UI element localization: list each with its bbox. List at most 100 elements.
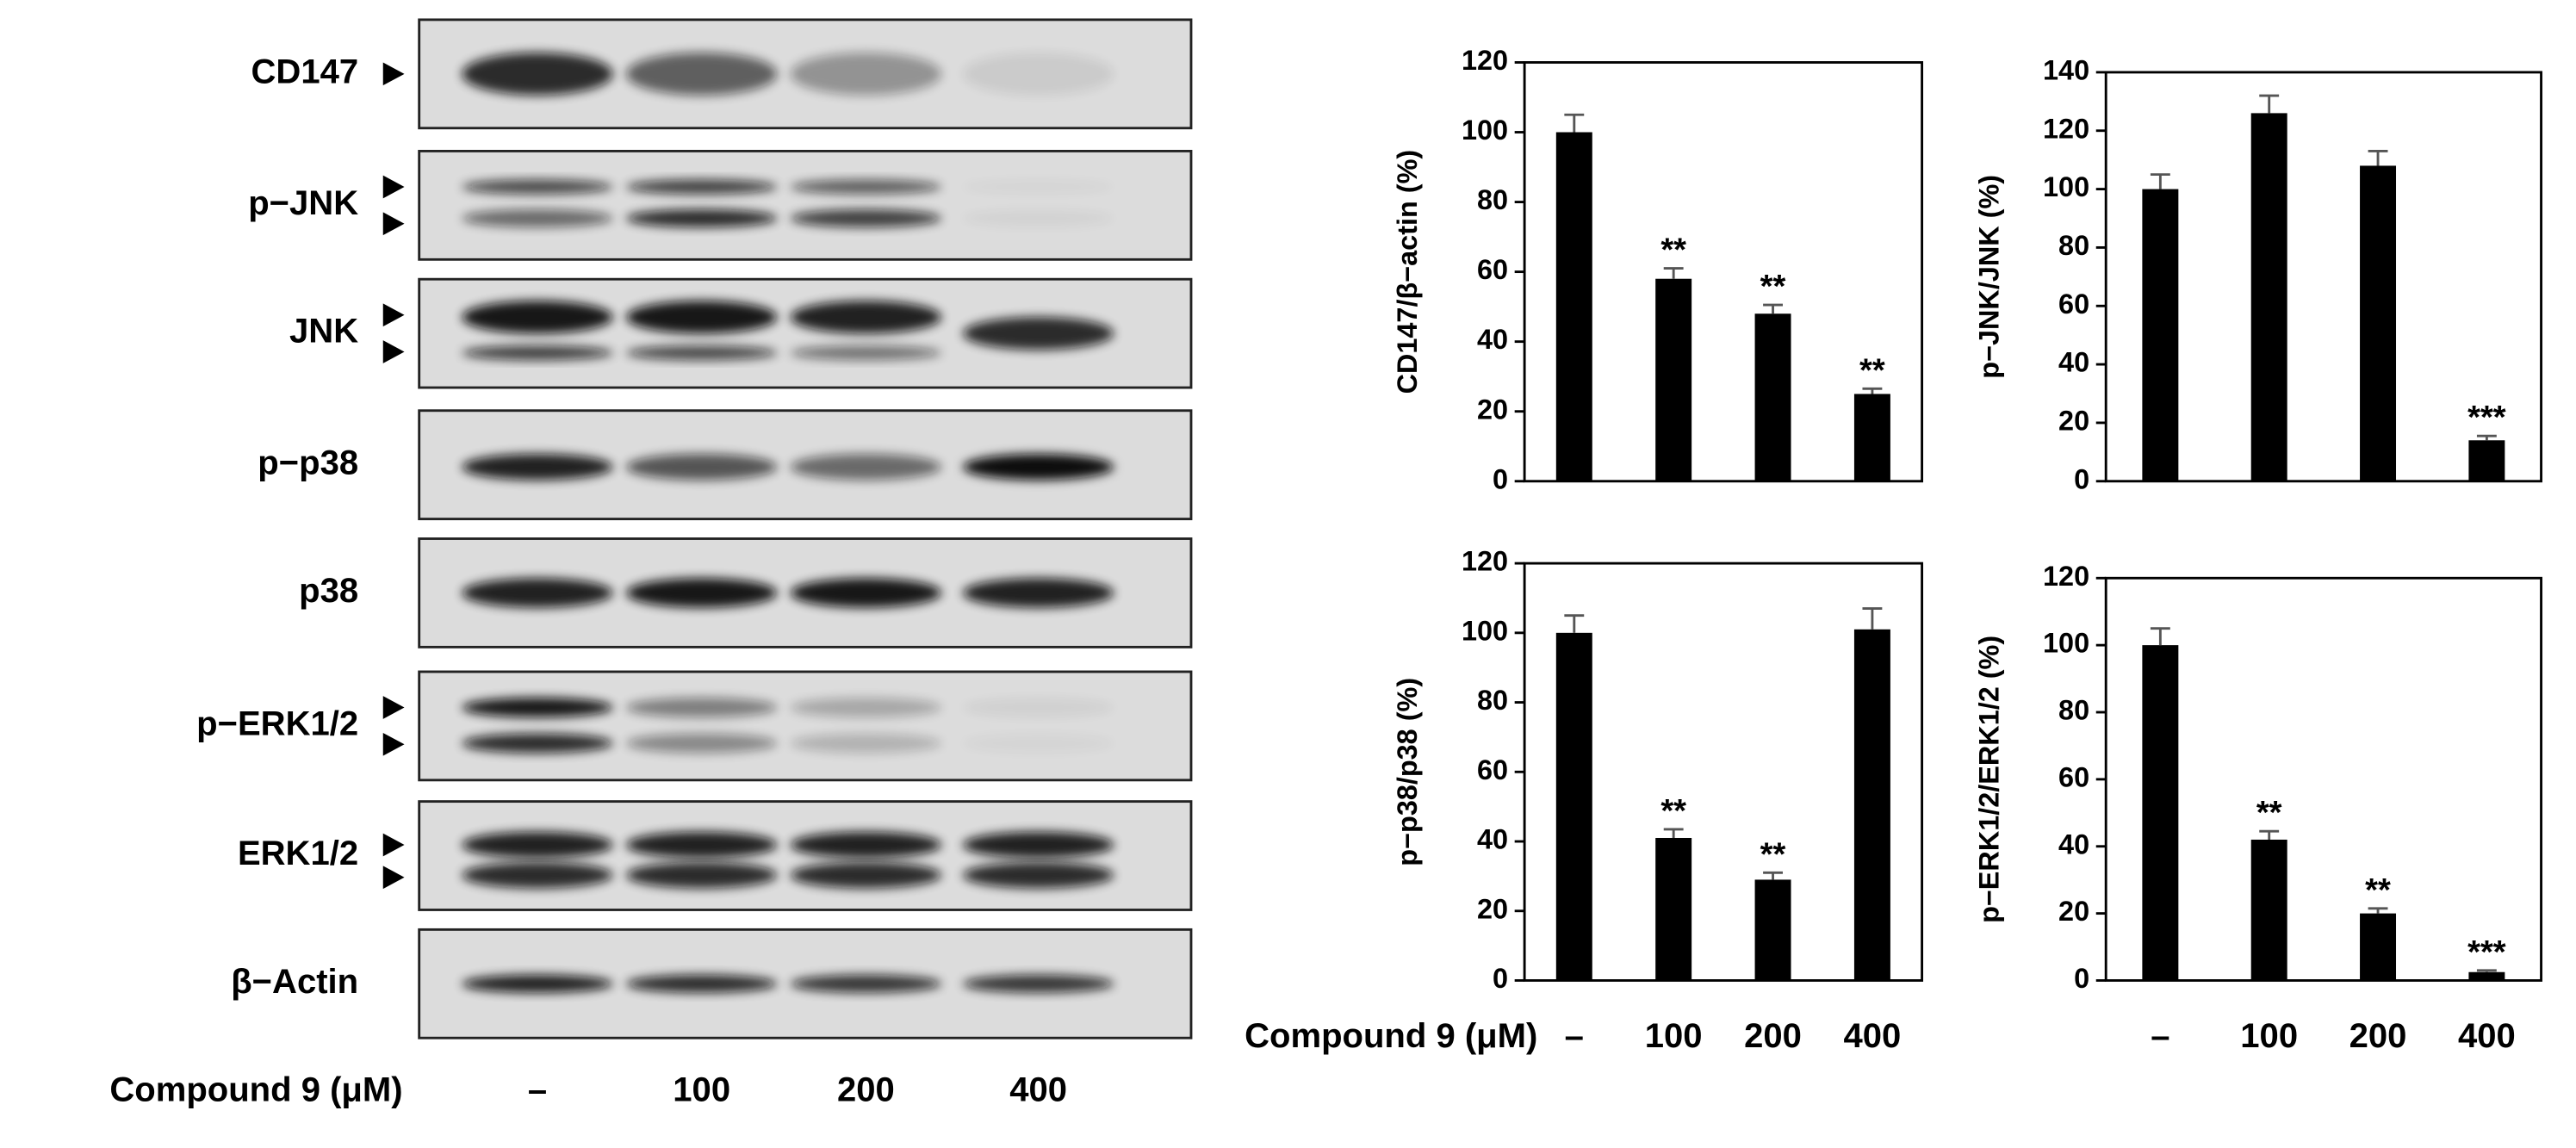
y-tick-label: 120 xyxy=(2043,113,2089,144)
error-bar xyxy=(1862,607,1883,630)
significance: ** xyxy=(1859,351,1885,388)
blot-arrow xyxy=(382,866,405,890)
blot-band xyxy=(962,53,1114,96)
y-axis-label: CD147/β−actin (%) xyxy=(1392,150,1423,394)
blot-band xyxy=(625,453,778,481)
blot-band xyxy=(462,208,613,227)
y-tick-label: 100 xyxy=(2043,171,2089,202)
blot-band xyxy=(625,53,778,96)
lane-label: 400 xyxy=(1009,1071,1067,1109)
blot-arrow xyxy=(382,212,405,236)
bar xyxy=(2468,440,2505,481)
lane-label: – xyxy=(528,1071,547,1109)
blot-label: ERK1/2 xyxy=(238,835,358,872)
error-bar xyxy=(1763,303,1783,314)
blot-label: p38 xyxy=(299,572,358,610)
blot-arrow xyxy=(382,303,405,327)
blot-arrow xyxy=(382,175,405,199)
blot-band xyxy=(962,208,1114,227)
x-tick-label: 400 xyxy=(2458,1017,2516,1055)
blot-band xyxy=(625,861,778,889)
blot-band xyxy=(790,698,942,717)
significance: ** xyxy=(1660,792,1686,829)
blot-arrow xyxy=(382,732,405,756)
bar xyxy=(2468,971,2505,981)
significance: ** xyxy=(1760,835,1786,872)
blot-label: β−Actin xyxy=(231,963,358,1001)
y-tick-label: 80 xyxy=(1477,685,1508,716)
blot-band xyxy=(462,861,613,889)
error-bar xyxy=(1763,871,1783,880)
blot-label: p−JNK xyxy=(248,184,358,222)
blot-arrow xyxy=(382,340,405,363)
blot-band xyxy=(790,179,942,195)
error-bar xyxy=(2476,969,2497,972)
blot-band xyxy=(790,301,942,334)
blot-band xyxy=(790,578,942,608)
y-tick-label: 100 xyxy=(1462,115,1508,146)
y-tick-label: 20 xyxy=(2058,896,2089,927)
bar xyxy=(2142,645,2179,981)
y-tick-label: 60 xyxy=(1477,254,1508,285)
bar xyxy=(1853,394,1890,481)
bar xyxy=(1754,879,1791,981)
significance: ** xyxy=(1760,268,1786,305)
bar xyxy=(2250,113,2287,481)
y-tick-label: 60 xyxy=(1477,754,1508,785)
blot-arrow xyxy=(382,833,405,857)
significance: *** xyxy=(2467,934,2506,971)
x-tick-label: 200 xyxy=(1744,1017,1802,1055)
significance: *** xyxy=(2467,399,2506,436)
bar xyxy=(2360,165,2397,481)
y-tick-label: 80 xyxy=(1477,184,1508,215)
y-tick-label: 40 xyxy=(1477,324,1508,355)
blot-arrow xyxy=(382,62,405,86)
bar xyxy=(1555,132,1592,481)
blot-band xyxy=(462,578,613,608)
y-tick-label: 60 xyxy=(2058,289,2089,320)
x-tick-label: 100 xyxy=(2240,1017,2298,1055)
bar xyxy=(1853,629,1890,981)
blot-band xyxy=(625,345,778,361)
blot-label: JNK xyxy=(289,313,358,351)
x-tick-label: 400 xyxy=(1844,1017,1902,1055)
blot-band xyxy=(462,301,613,334)
blot-label: CD147 xyxy=(251,53,359,90)
plot-frame xyxy=(2104,71,2542,483)
blot-label: p−p38 xyxy=(258,444,358,481)
blot-band xyxy=(790,345,942,361)
blot-band xyxy=(962,578,1114,608)
blot-band xyxy=(790,974,942,993)
blot-band xyxy=(790,453,942,481)
y-tick-label: 100 xyxy=(1462,615,1508,646)
error-bar xyxy=(2150,173,2170,189)
error-bar xyxy=(1663,828,1684,838)
blot-band xyxy=(790,208,942,227)
y-tick-label: 120 xyxy=(1462,45,1508,76)
error-bar xyxy=(1564,614,1585,633)
y-tick-label: 100 xyxy=(2043,628,2089,659)
error-bar xyxy=(1862,387,1883,394)
y-tick-label: 40 xyxy=(2058,347,2089,378)
blot-band xyxy=(625,698,778,717)
blot-band xyxy=(462,974,613,993)
blot-band xyxy=(962,698,1114,717)
significance: ** xyxy=(2365,872,2391,909)
y-axis-label: p−JNK/JNK (%) xyxy=(1973,175,2004,379)
blot-band xyxy=(790,861,942,889)
y-axis-label: p−p38/p38 (%) xyxy=(1392,678,1423,866)
x-tick-label: 200 xyxy=(2349,1017,2407,1055)
bar xyxy=(2142,189,2179,481)
blot-arrow xyxy=(382,696,405,719)
blot-x-label: Compound 9 (μM) xyxy=(109,1071,402,1109)
significance: ** xyxy=(2256,794,2282,831)
y-tick-label: 120 xyxy=(2043,561,2089,592)
lane-label: 100 xyxy=(673,1071,730,1109)
blot-band xyxy=(625,578,778,608)
x-tick-label: – xyxy=(1565,1017,1584,1055)
blot-band xyxy=(790,733,942,754)
y-tick-label: 80 xyxy=(2058,695,2089,726)
y-tick-label: 120 xyxy=(1462,546,1508,577)
significance: ** xyxy=(1660,232,1686,269)
